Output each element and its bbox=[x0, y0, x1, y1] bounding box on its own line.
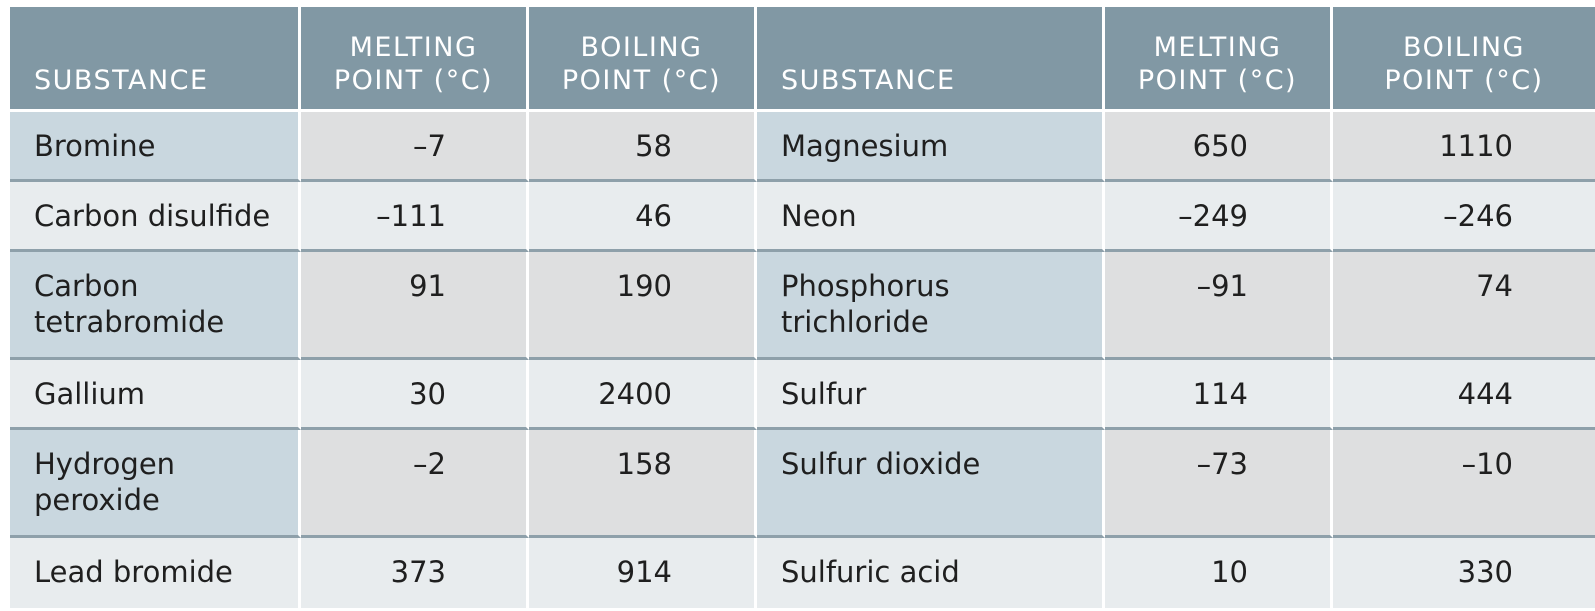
header-melting-point-left: MELTING POINT (°C) bbox=[301, 7, 529, 112]
melting-point-value: –91 bbox=[1105, 252, 1333, 360]
melting-point-value: –73 bbox=[1105, 430, 1333, 538]
substance-name: Lead bromide bbox=[10, 538, 301, 608]
melting-point-value: –2 bbox=[301, 430, 529, 538]
boiling-point-value: 2400 bbox=[529, 360, 757, 430]
melting-point-value: 650 bbox=[1105, 112, 1333, 182]
melting-point-value: 10 bbox=[1105, 538, 1333, 608]
boiling-point-value: 330 bbox=[1333, 538, 1595, 608]
substance-name: Sulfur bbox=[757, 360, 1105, 430]
header-boiling-point-left: BOILING POINT (°C) bbox=[529, 7, 757, 112]
substance-name-line1: Hydrogen bbox=[34, 447, 176, 481]
header-melting-point-right: MELTING POINT (°C) bbox=[1105, 7, 1333, 112]
substance-name: Phosphorus trichloride bbox=[757, 252, 1105, 360]
header-melting-line2: POINT (°C) bbox=[1137, 65, 1298, 96]
substance-name: Sulfuric acid bbox=[757, 538, 1105, 608]
boiling-point-value: 46 bbox=[529, 182, 757, 252]
header-boiling-point-right: BOILING POINT (°C) bbox=[1333, 7, 1595, 112]
boiling-point-value: 158 bbox=[529, 430, 757, 538]
melting-boiling-points-table: SUBSTANCE MELTING POINT (°C) BOILING POI… bbox=[10, 7, 1595, 608]
header-substance-right: SUBSTANCE bbox=[757, 7, 1105, 112]
melting-point-value: 373 bbox=[301, 538, 529, 608]
table-header: SUBSTANCE MELTING POINT (°C) BOILING POI… bbox=[10, 7, 1595, 112]
header-boiling-line2: POINT (°C) bbox=[561, 65, 722, 96]
melting-point-value: –111 bbox=[301, 182, 529, 252]
header-boiling-line1: BOILING bbox=[1403, 32, 1525, 63]
substance-name-line1: Phosphorus bbox=[781, 269, 950, 303]
melting-point-value: 91 bbox=[301, 252, 529, 360]
boiling-point-value: 190 bbox=[529, 252, 757, 360]
melting-point-value: 30 bbox=[301, 360, 529, 430]
header-melting-line2: POINT (°C) bbox=[333, 65, 494, 96]
substance-name: Bromine bbox=[10, 112, 301, 182]
table-row: Bromine –7 58 Magnesium 650 1110 bbox=[10, 112, 1595, 182]
header-row: SUBSTANCE MELTING POINT (°C) BOILING POI… bbox=[10, 7, 1595, 112]
table-row: Lead bromide 373 914 Sulfuric acid 10 33… bbox=[10, 538, 1595, 608]
boiling-point-value: 1110 bbox=[1333, 112, 1595, 182]
table-row: Carbon disulfide –111 46 Neon –249 –246 bbox=[10, 182, 1595, 252]
boiling-point-value: 914 bbox=[529, 538, 757, 608]
melting-point-value: –249 bbox=[1105, 182, 1333, 252]
header-melting-line1: MELTING bbox=[1153, 32, 1282, 63]
substance-name-line2: tetrabromide bbox=[34, 305, 225, 339]
table-row: Hydrogen peroxide –2 158 Sulfur dioxide … bbox=[10, 430, 1595, 538]
substance-name: Carbon tetrabromide bbox=[10, 252, 301, 360]
substance-name-line1: Carbon bbox=[34, 269, 139, 303]
boiling-point-value: 74 bbox=[1333, 252, 1595, 360]
substance-name-line2: trichloride bbox=[781, 305, 929, 339]
substance-name: Magnesium bbox=[757, 112, 1105, 182]
melting-point-value: –7 bbox=[301, 112, 529, 182]
melting-point-value: 114 bbox=[1105, 360, 1333, 430]
header-substance-left: SUBSTANCE bbox=[10, 7, 301, 112]
header-boiling-line2: POINT (°C) bbox=[1384, 65, 1544, 96]
substance-name: Hydrogen peroxide bbox=[10, 430, 301, 538]
substance-name-line2: peroxide bbox=[34, 483, 160, 517]
substance-name: Sulfur dioxide bbox=[757, 430, 1105, 538]
boiling-point-value: 444 bbox=[1333, 360, 1595, 430]
header-boiling-line1: BOILING bbox=[580, 32, 703, 63]
boiling-point-value: 58 bbox=[529, 112, 757, 182]
substance-name: Carbon disulfide bbox=[10, 182, 301, 252]
table-body: Bromine –7 58 Magnesium 650 1110 Carbon … bbox=[10, 112, 1595, 608]
substance-name: Neon bbox=[757, 182, 1105, 252]
boiling-point-value: –246 bbox=[1333, 182, 1595, 252]
boiling-point-value: –10 bbox=[1333, 430, 1595, 538]
table-row: Carbon tetrabromide 91 190 Phosphorus tr… bbox=[10, 252, 1595, 360]
header-melting-line1: MELTING bbox=[349, 32, 478, 63]
table-row: Gallium 30 2400 Sulfur 114 444 bbox=[10, 360, 1595, 430]
substance-name: Gallium bbox=[10, 360, 301, 430]
